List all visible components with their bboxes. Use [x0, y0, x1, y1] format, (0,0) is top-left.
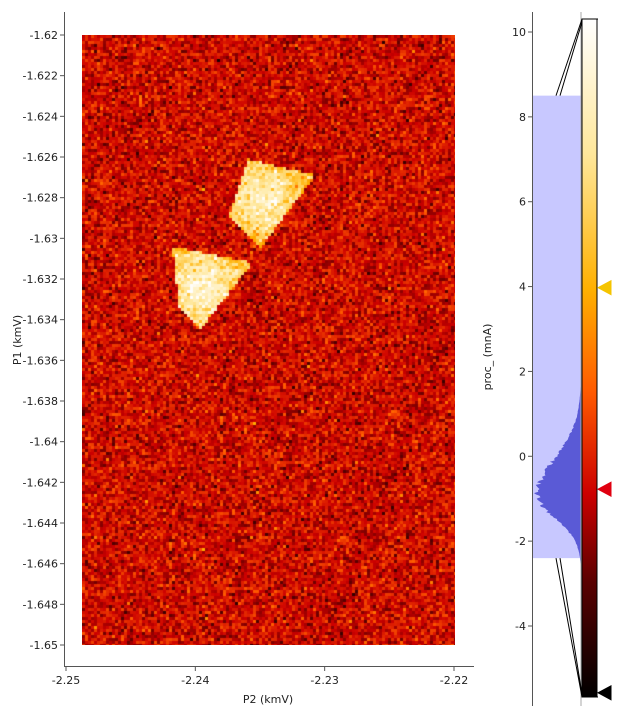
- x-tick-label: -2.25: [52, 674, 80, 687]
- gradient-marker-0[interactable]: [596, 279, 612, 296]
- gradient-marker-group: [596, 279, 612, 701]
- x-tick-label: -2.24: [181, 674, 209, 687]
- y-tick-label: -1.64: [30, 436, 58, 449]
- y-axis-title: P1 (kmV): [11, 315, 24, 365]
- y-tick-label: -1.628: [23, 192, 58, 205]
- heatmap-image-holder: [82, 35, 455, 645]
- histogram-axis-title: proc_ (mnA): [481, 324, 494, 391]
- y-tick-label: -1.63: [30, 232, 58, 245]
- y-tick-label: -1.624: [23, 110, 58, 123]
- y-tick-label: -1.636: [23, 354, 58, 367]
- y-tick-label: -1.646: [23, 558, 58, 571]
- y-tick-label: -1.632: [23, 273, 58, 286]
- heatmap-panel: -1.62 -1.622 -1.624 -1.626 -1.628 -1.63 -1.632…: [11, 12, 474, 706]
- x-axis-title: P2 (kmV): [243, 693, 293, 706]
- histogram-tick-label: 8: [519, 111, 526, 124]
- x-tick-group: -2.25 -2.24 -2.23 -2.22: [52, 666, 468, 687]
- heatmap-image: [82, 35, 455, 645]
- y-tick-label: -1.62: [30, 29, 58, 42]
- x-tick-label: -2.23: [310, 674, 338, 687]
- histogram-tick-group: 10 8 6 4 2 0 -2 -4: [512, 26, 532, 633]
- histogram-tick-label: 6: [519, 196, 526, 209]
- y-tick-label: -1.626: [23, 151, 58, 164]
- histogram-tick-label: -4: [515, 620, 526, 633]
- gradient-link-lines: [555, 18, 598, 698]
- gradient-colorbar[interactable]: [581, 18, 598, 698]
- histogram-tick-label: 4: [519, 281, 526, 294]
- y-tick-group: -1.62 -1.622 -1.624 -1.626 -1.628 -1.63 -1.632…: [23, 29, 64, 652]
- y-tick-label: -1.638: [23, 395, 58, 408]
- x-tick-label: -2.22: [440, 674, 468, 687]
- histogram-tick-label: 2: [519, 365, 526, 378]
- y-tick-label: -1.642: [23, 476, 58, 489]
- histogram-tick-label: 10: [512, 26, 526, 39]
- y-tick-label: -1.648: [23, 598, 58, 611]
- gradient-marker-2[interactable]: [596, 684, 612, 701]
- y-tick-label: -1.644: [23, 517, 58, 530]
- histogram-curve: [534, 379, 581, 571]
- y-tick-label: -1.65: [30, 639, 58, 652]
- histogram-panel: 10 8 6 4 2 0 -2 -4 proc_ (mnA): [481, 12, 612, 706]
- gradient-marker-1[interactable]: [596, 481, 612, 498]
- y-tick-label: -1.622: [23, 70, 58, 83]
- y-tick-label: -1.634: [23, 314, 58, 327]
- histogram-tick-label: 0: [519, 450, 526, 463]
- histogram-tick-label: -2: [515, 535, 526, 548]
